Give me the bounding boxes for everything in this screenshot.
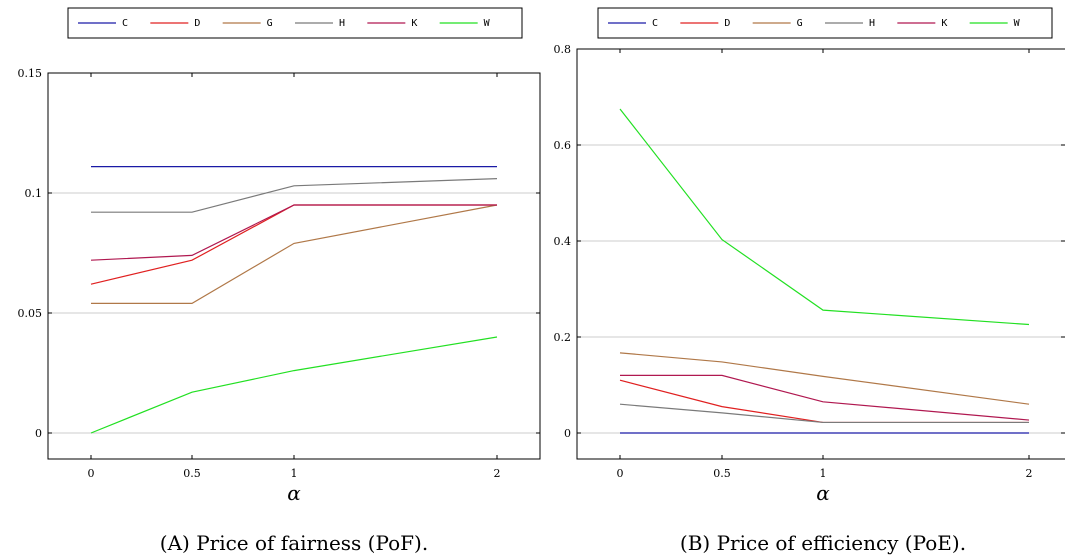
legend-label-h: H [339, 18, 345, 29]
x-tick-label: 0 [88, 467, 95, 480]
y-axis-b: 0 0.2 0.4 0.6 0.8 [554, 43, 1065, 440]
series-line-d [619, 379, 1029, 424]
series-line-g [91, 204, 498, 304]
legend-label-h: H [869, 18, 875, 29]
legend-label-k: K [941, 18, 947, 29]
y-axis-a: 0 0.05 0.1 0.15 [18, 67, 540, 440]
legend-label-g: G [267, 18, 273, 29]
x-tick-label: 0.5 [713, 467, 731, 480]
plot-frame-a [47, 72, 541, 460]
series-line-h [91, 178, 498, 213]
y-tick-label: 0.6 [554, 139, 572, 152]
panel-a: C D G H K W 0 0.05 0.1 0.15 0 0.5 1 2 α (A) Price o… [18, 7, 541, 555]
y-tick-label: 0.1 [25, 187, 43, 200]
x-tick-label: 1 [291, 467, 298, 480]
legend-label-d: D [724, 18, 730, 29]
legend-label-g: G [797, 18, 803, 29]
x-tick-label: 0.5 [183, 467, 201, 480]
x-axis-label-a: α [287, 481, 301, 505]
series-line-w [90, 336, 498, 434]
y-tick-label: 0.8 [554, 43, 572, 56]
legend-label-c: C [122, 18, 128, 29]
legend-label-w: W [484, 18, 491, 29]
x-tick-label: 2 [494, 467, 501, 480]
series-line-h [619, 403, 1029, 424]
series-line-k [90, 204, 497, 261]
legend-label-k: K [411, 18, 417, 29]
y-tick-label: 0 [35, 427, 42, 440]
legend-label-w: W [1014, 18, 1021, 29]
x-tick-label: 1 [820, 467, 827, 480]
series-line-k [620, 374, 1030, 421]
series-line-g [619, 352, 1030, 405]
x-axis-a: 0 0.5 1 2 [88, 73, 501, 480]
plot-frame-b [576, 48, 1065, 460]
series-line-w [619, 108, 1030, 326]
caption-a: (A) Price of fairness (PoF). [160, 531, 428, 555]
grid-a [48, 72, 540, 434]
x-tick-label: 0 [617, 467, 624, 480]
y-tick-label: 0.2 [554, 331, 572, 344]
series-lines-a [90, 166, 498, 434]
legend-label-c: C [652, 18, 658, 29]
panel-b: C D G H K W 0 0.2 0.4 0.6 0.8 0 0.5 1 2 α (B) Price … [554, 7, 1065, 555]
legend-label-d: D [194, 18, 200, 29]
y-tick-label: 0.15 [18, 67, 43, 80]
x-tick-label: 2 [1026, 467, 1033, 480]
y-tick-label: 0.05 [18, 307, 43, 320]
x-axis-label-b: α [816, 481, 830, 505]
y-tick-label: 0 [564, 427, 571, 440]
x-axis-b: 0 0.5 1 2 [617, 49, 1033, 480]
caption-b: (B) Price of efficiency (PoE). [680, 531, 966, 555]
y-tick-label: 0.4 [554, 235, 572, 248]
series-lines-b [619, 108, 1030, 434]
